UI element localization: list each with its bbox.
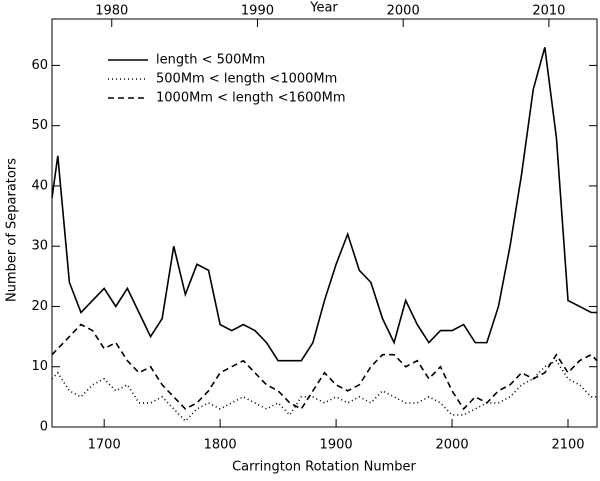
- y-tick-label: 30: [31, 239, 48, 254]
- y-tick-label: 10: [31, 359, 48, 374]
- legend-label: length < 500Mm: [156, 53, 265, 68]
- x2-tick-label: 1990: [241, 4, 274, 19]
- legend-label: 500Mm < length <1000Mm: [156, 72, 337, 87]
- x-axis-title: Carrington Rotation Number: [232, 460, 416, 475]
- y-tick-label: 50: [31, 118, 48, 133]
- y-tick-label: 60: [31, 58, 48, 73]
- y-tick-label: 20: [31, 299, 48, 314]
- x-tick-label: 1900: [320, 438, 353, 453]
- x2-tick-label: 1980: [95, 4, 128, 19]
- x2-axis-title: Year: [309, 1, 338, 16]
- series-line: [51, 323, 598, 411]
- x-tick-label: 2100: [551, 438, 584, 453]
- x-tick-label: 1700: [88, 438, 121, 453]
- series-line: [51, 47, 597, 362]
- x2-tick-label: 2000: [387, 4, 420, 19]
- x-tick-label: 2000: [436, 438, 469, 453]
- series-line: [51, 359, 597, 423]
- legend-label: 1000Mm < length <1600Mm: [156, 91, 346, 106]
- y-tick-label: 0: [40, 420, 48, 435]
- y-axis-title: Number of Separators: [5, 158, 20, 302]
- x2-tick-label: 2010: [532, 4, 565, 19]
- x-tick-label: 1800: [204, 438, 237, 453]
- plot-frame: [51, 18, 598, 428]
- y-tick-label: 40: [31, 178, 48, 193]
